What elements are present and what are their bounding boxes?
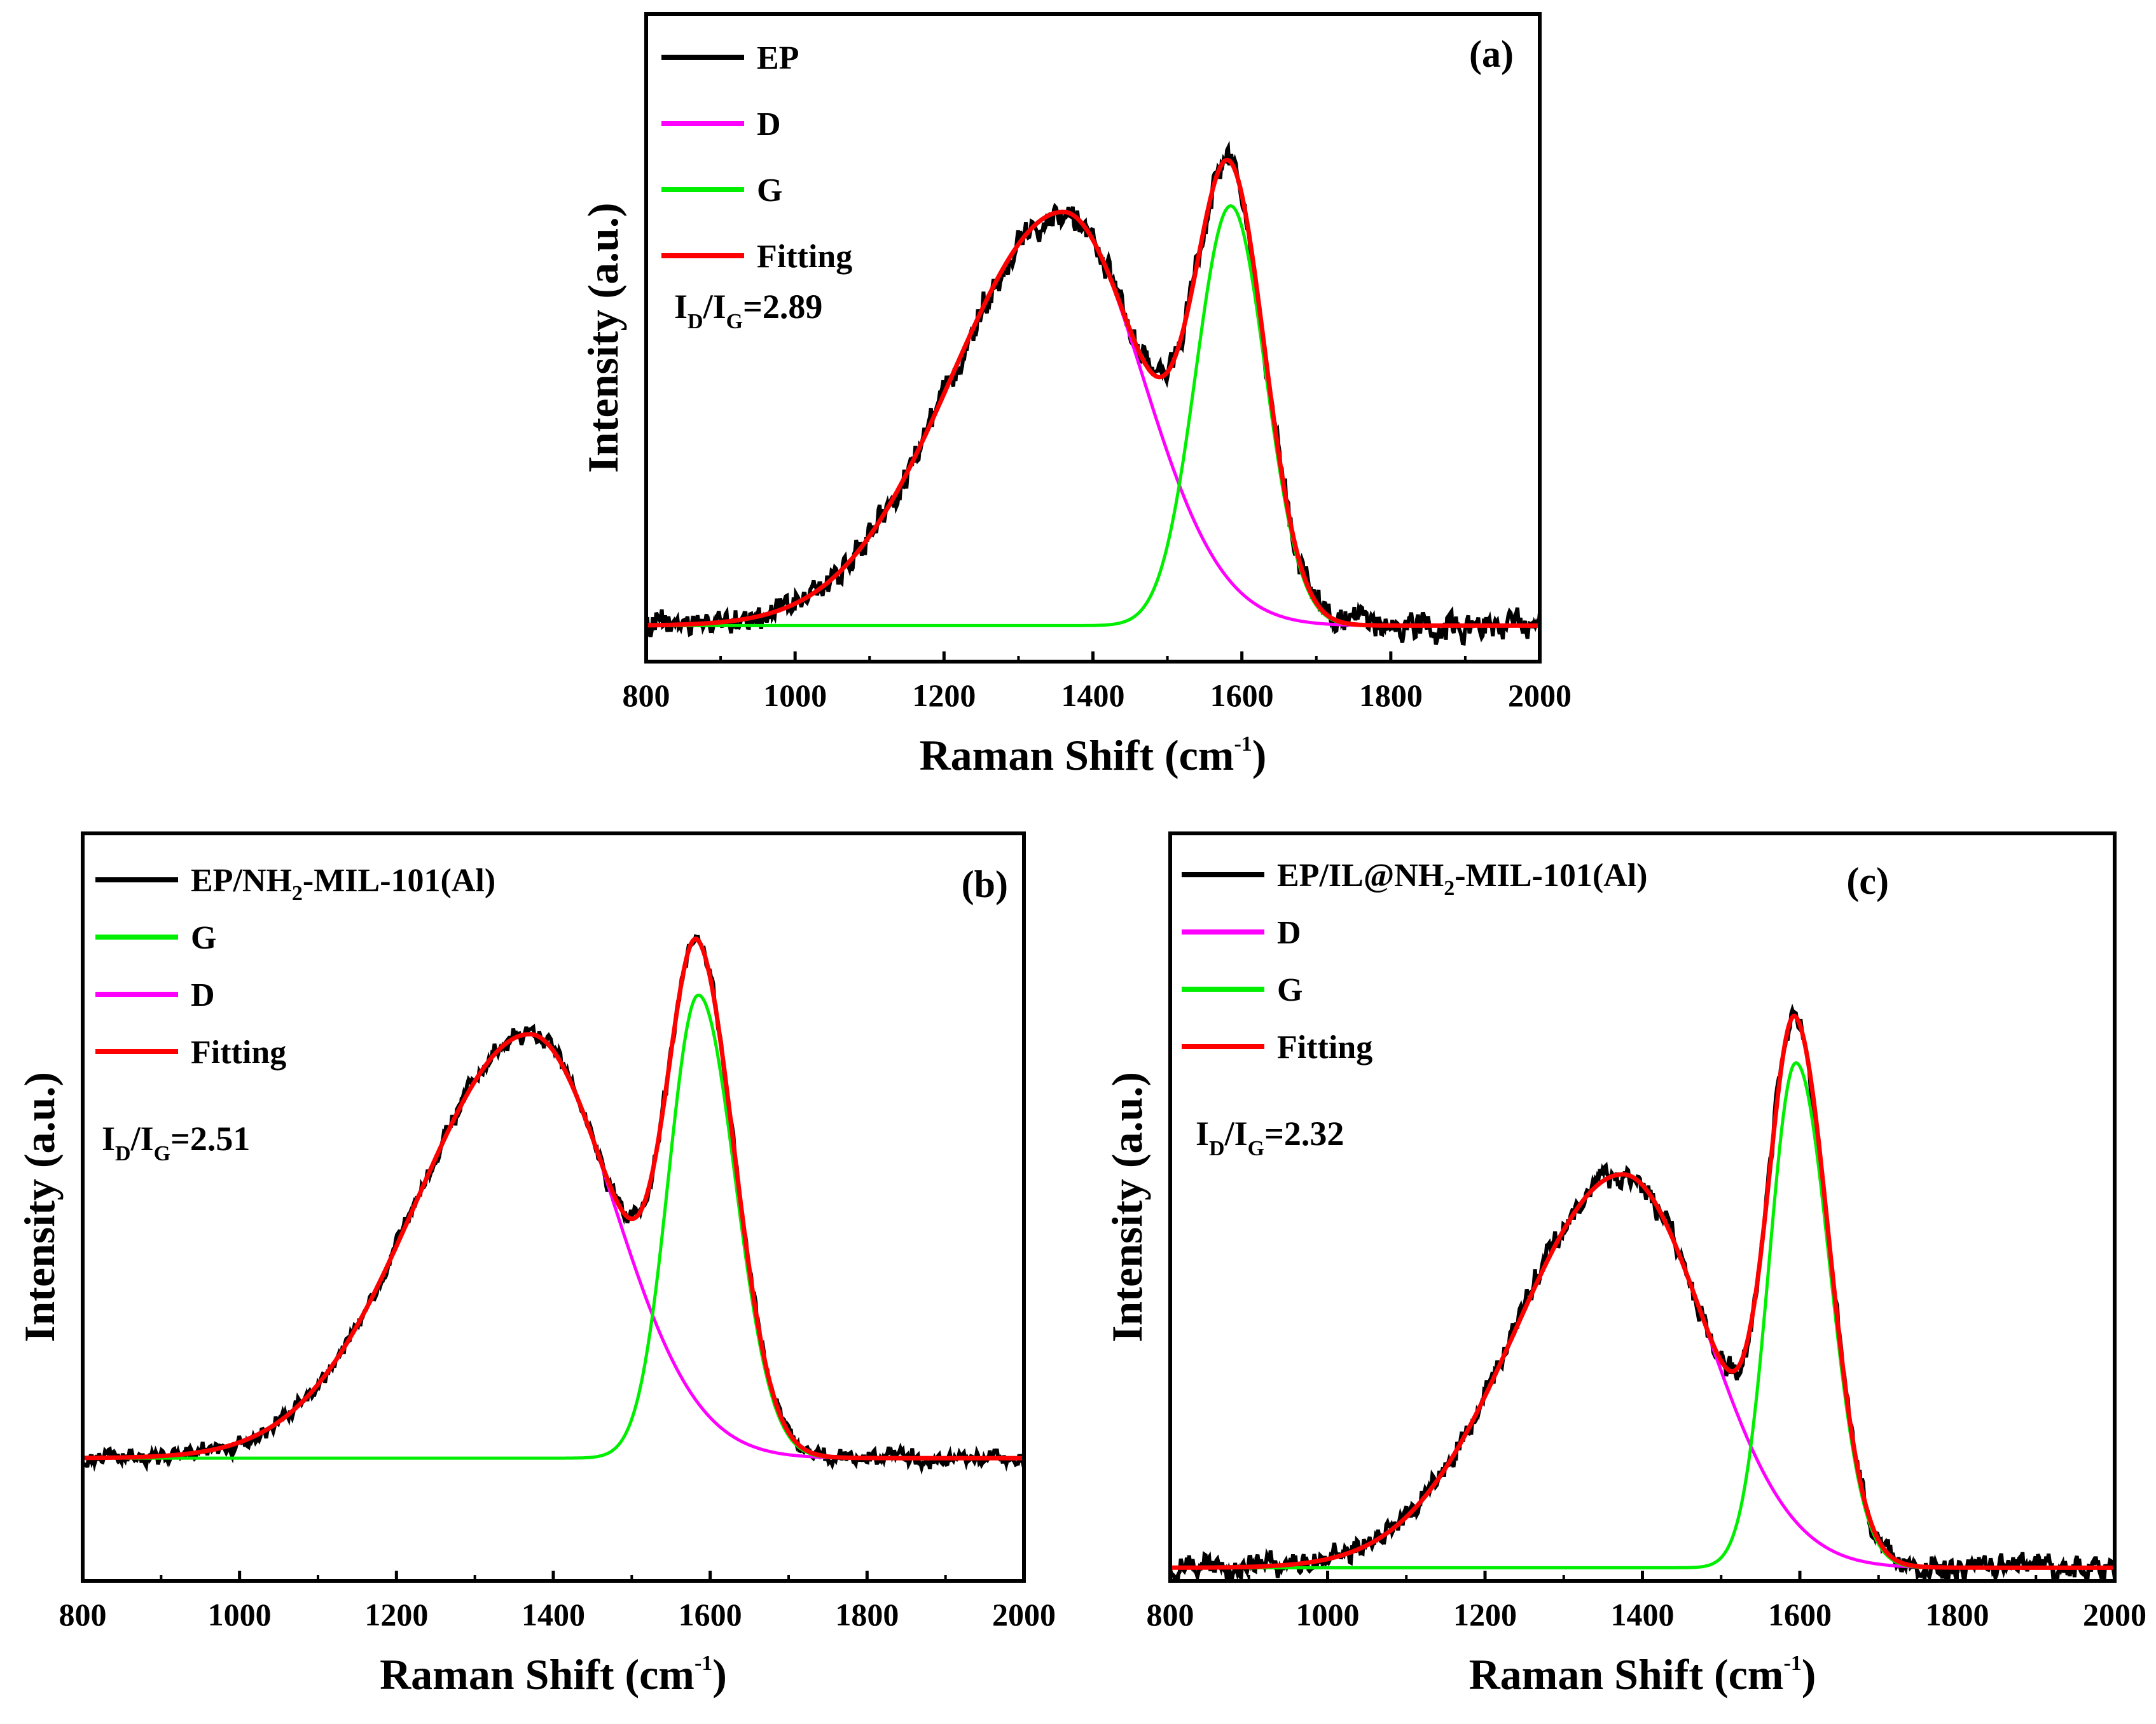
series-line-data (646, 141, 1540, 646)
series-line-data (83, 934, 1024, 1475)
x-axis-title: Raman Shift (cm-1) (380, 1650, 727, 1699)
x-tick-label: 1600 (679, 1597, 742, 1632)
y-axis-title: Intensity (a.u.) (579, 202, 627, 473)
chart-panel-b: 800 1000 1200 1400 1600 1800 2000 Raman Shift (… (15, 831, 1056, 1699)
x-tick-label: 800 (623, 678, 670, 713)
plot-frame (1168, 831, 2117, 1583)
legend-label: D (1277, 915, 1301, 951)
x-tick-label: 1400 (1061, 678, 1125, 713)
legend-label: G (1277, 972, 1303, 1008)
plot-area (83, 934, 1024, 1475)
x-axis-title: Raman Shift (cm-1) (920, 731, 1267, 779)
chart-panel-c: 800 1000 1200 1400 1600 1800 2000 Raman Shift (… (1103, 831, 2146, 1699)
legend-label: Fitting (191, 1034, 286, 1071)
legend-label: EP/NH2-MIL-101(Al) (191, 863, 495, 905)
series-line-data (1170, 1003, 2115, 1581)
panel-label: (b) (962, 863, 1008, 905)
id-ig-ratio: ID/IG=2.51 (102, 1120, 250, 1165)
legend-label: EP/IL@NH2-MIL-101(Al) (1277, 858, 1647, 900)
x-axis-title: Raman Shift (cm-1) (1469, 1650, 1816, 1699)
x-tick-label: 2000 (2083, 1597, 2146, 1632)
legend-label: D (191, 977, 215, 1013)
plot-frame (81, 831, 1026, 1583)
plot-area (646, 141, 1540, 646)
x-tick-label: 1000 (763, 678, 827, 713)
x-tick-label: 2000 (992, 1597, 1056, 1632)
x-tick-label: 1600 (1768, 1597, 1832, 1632)
x-tick-label: 1000 (208, 1597, 272, 1632)
x-tick-label: 800 (1147, 1597, 1194, 1632)
series-line-d-band (83, 1032, 1024, 1460)
y-axis-title: Intensity (a.u.) (1103, 1072, 1151, 1342)
series-line-fitting (646, 157, 1540, 628)
id-ig-ratio: ID/IG=2.32 (1196, 1115, 1344, 1160)
legend-label: D (757, 106, 781, 143)
x-tick-label: 800 (59, 1597, 107, 1632)
x-tick-label: 1400 (522, 1597, 585, 1632)
plot-area (1170, 1003, 2115, 1581)
legend-label: Fitting (1277, 1029, 1372, 1066)
x-tick-label: 1200 (912, 678, 976, 713)
legend-label: EP (757, 40, 799, 76)
series-line-fitting (83, 936, 1024, 1461)
panel-label: (a) (1469, 33, 1514, 75)
x-tick-label: 1400 (1611, 1597, 1675, 1632)
panel-label: (c) (1846, 860, 1889, 902)
legend-label: G (191, 920, 216, 956)
series-line-fitting (1170, 1013, 2115, 1570)
id-ig-ratio: ID/IG=2.89 (674, 288, 822, 333)
x-tick-label: 1600 (1210, 678, 1274, 713)
x-tick-label: 1000 (1296, 1597, 1360, 1632)
y-axis-title: Intensity (a.u.) (15, 1072, 64, 1342)
x-tick-label: 1800 (1926, 1597, 1989, 1632)
x-tick-label: 1200 (1453, 1597, 1517, 1632)
legend-label: G (757, 172, 782, 209)
x-tick-label: 2000 (1508, 678, 1572, 713)
chart-panel-a: 800 1000 1200 1400 1600 1800 2000 Raman Shift (… (579, 12, 1572, 779)
x-tick-label: 1800 (835, 1597, 899, 1632)
x-tick-label: 1800 (1359, 678, 1423, 713)
series-line-d-band (1170, 1172, 2115, 1569)
legend-label: Fitting (757, 239, 852, 275)
x-tick-label: 1200 (364, 1597, 428, 1632)
